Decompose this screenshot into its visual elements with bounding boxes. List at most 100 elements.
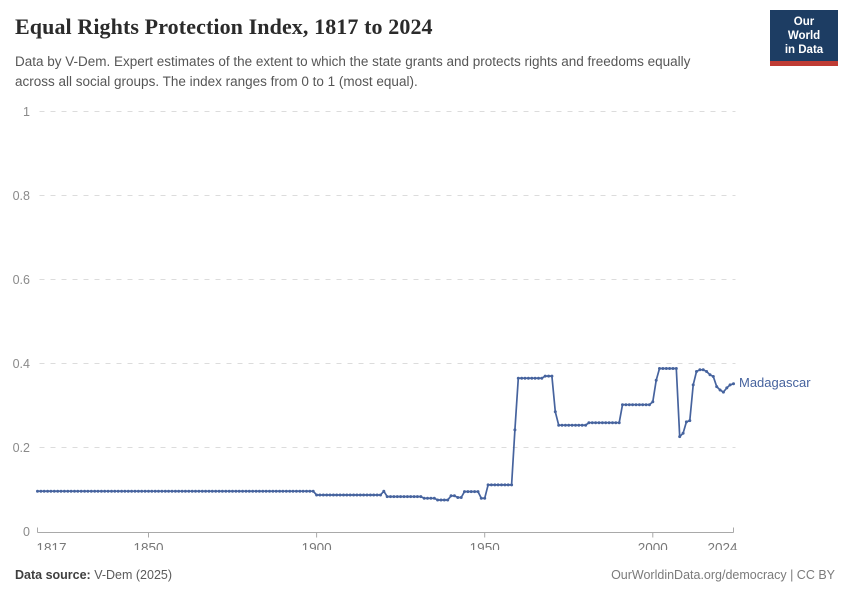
data-point-marker — [291, 489, 295, 493]
data-point-marker — [597, 421, 601, 425]
chart-footer: Data source: V-Dem (2025) OurWorldinData… — [15, 568, 835, 582]
data-point-marker — [560, 423, 564, 427]
data-point-marker — [510, 483, 514, 487]
data-point-marker — [298, 489, 302, 493]
data-point-marker — [237, 489, 241, 493]
data-point-marker — [66, 489, 70, 493]
data-point-marker — [348, 493, 352, 497]
data-point-marker — [382, 489, 386, 493]
data-point-marker — [247, 489, 251, 493]
data-point-marker — [375, 493, 379, 497]
data-point-marker — [315, 493, 319, 497]
data-source-label: Data source: — [15, 568, 91, 582]
data-point-marker — [520, 376, 524, 380]
data-point-marker — [732, 382, 735, 386]
data-point-marker — [611, 421, 614, 425]
data-point-marker — [268, 489, 271, 493]
y-tick-label: 0.2 — [13, 441, 30, 455]
data-point-marker — [399, 495, 403, 499]
data-point-marker — [157, 489, 160, 493]
logo-line-1: Our World — [787, 16, 821, 42]
data-point-marker — [365, 493, 369, 497]
data-point-marker — [530, 376, 534, 380]
data-point-marker — [210, 489, 214, 493]
data-point-marker — [426, 496, 429, 500]
data-point-marker — [600, 421, 604, 425]
data-point-marker — [503, 483, 507, 487]
data-point-marker — [136, 489, 140, 493]
data-point-marker — [288, 489, 292, 493]
data-point-marker — [197, 489, 201, 493]
data-source-value: V-Dem (2025) — [90, 568, 173, 582]
data-point-marker — [180, 489, 184, 493]
data-point-marker — [634, 403, 638, 407]
data-point-marker — [389, 495, 392, 499]
data-point-marker — [352, 493, 356, 497]
data-point-marker — [466, 490, 470, 494]
line-chart[interactable]: 0 0.2 0.4 0.6 0.8 1 1817 1850 1900 1950 2000 2024 — [0, 95, 850, 550]
data-point-marker — [678, 435, 682, 439]
data-point-marker — [163, 489, 167, 493]
data-point-marker — [345, 493, 349, 497]
data-point-marker — [177, 489, 181, 493]
data-point-marker — [318, 493, 322, 497]
data-point-marker — [83, 489, 87, 493]
data-point-marker — [187, 489, 191, 493]
data-point-marker — [641, 403, 645, 407]
data-point-marker — [651, 400, 655, 404]
series-label-madagascar[interactable]: Madagascar — [739, 374, 811, 390]
y-tick-label: 0.4 — [13, 357, 30, 371]
data-point-marker — [409, 495, 413, 499]
data-point-marker — [479, 496, 483, 500]
data-point-marker — [56, 489, 60, 493]
madagascar-line — [37, 367, 734, 501]
data-point-marker — [463, 490, 466, 494]
credit-line: OurWorldinData.org/democracy | CC BY — [611, 568, 835, 582]
y-tick-label: 0.6 — [13, 273, 30, 287]
data-point-marker — [308, 489, 312, 493]
data-point-marker — [439, 498, 443, 502]
data-point-marker — [486, 483, 490, 487]
data-point-marker — [577, 423, 581, 427]
data-point-marker — [537, 376, 540, 380]
data-point-marker — [493, 483, 497, 487]
owid-logo[interactable]: Our World in Data — [770, 10, 838, 67]
data-point-marker — [489, 483, 493, 487]
data-point-marker — [103, 489, 107, 493]
data-point-marker — [446, 498, 450, 502]
data-point-marker — [234, 489, 238, 493]
data-point-marker — [721, 390, 725, 394]
data-point-marker — [553, 410, 557, 414]
data-point-marker — [59, 489, 63, 493]
y-tick-label: 1 — [23, 105, 30, 119]
data-point-marker — [728, 383, 732, 387]
data-point-marker — [116, 489, 120, 493]
data-point-marker — [338, 493, 342, 497]
data-point-marker — [110, 489, 113, 493]
data-point-marker — [143, 489, 147, 493]
data-point-marker — [133, 489, 137, 493]
data-point-marker — [42, 489, 46, 493]
data-point-marker — [395, 495, 399, 499]
data-point-marker — [99, 489, 103, 493]
data-point-marker — [305, 489, 308, 493]
data-point-marker — [674, 367, 678, 370]
data-point-marker — [429, 496, 433, 500]
x-tick-label: 2000 — [638, 541, 668, 551]
data-point-marker — [419, 495, 423, 499]
data-point-marker — [160, 489, 164, 493]
data-point-marker — [372, 493, 376, 497]
data-point-marker — [668, 367, 672, 370]
data-point-marker — [563, 423, 567, 427]
data-point-marker — [281, 489, 285, 493]
data-point-marker — [540, 376, 544, 380]
data-point-marker — [627, 403, 631, 407]
data-point-marker — [73, 489, 76, 493]
data-point-marker — [708, 373, 712, 377]
data-point-marker — [631, 403, 635, 407]
data-point-marker — [362, 493, 366, 497]
data-point-marker — [496, 483, 500, 487]
data-point-marker — [264, 489, 268, 493]
data-point-marker — [194, 489, 197, 493]
data-point-marker — [557, 423, 561, 427]
